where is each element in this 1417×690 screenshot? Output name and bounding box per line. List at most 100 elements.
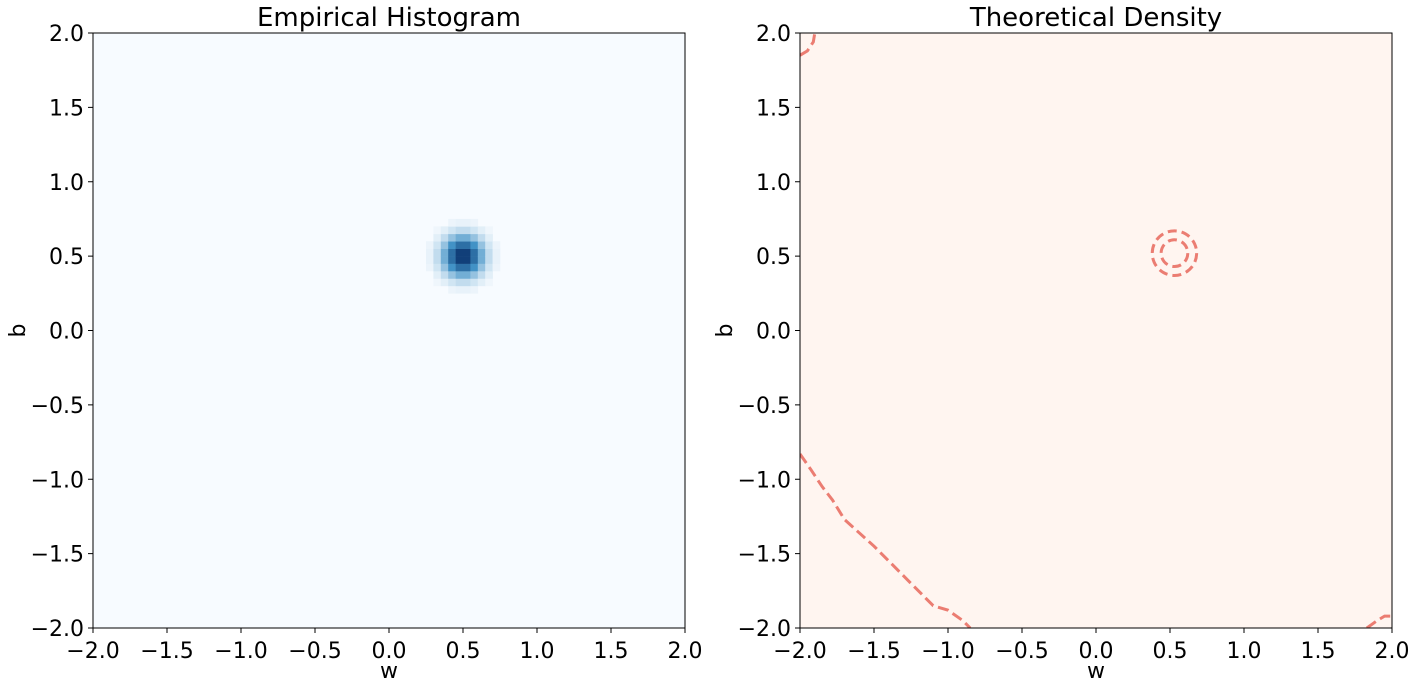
heatmap-cell xyxy=(433,271,442,279)
heatmap-cell xyxy=(477,263,486,272)
heatmap-cell xyxy=(470,278,479,287)
heatmap-cell xyxy=(440,241,449,249)
heatmap-cell xyxy=(470,263,479,272)
heatmap-cell xyxy=(448,241,456,249)
heatmap-cell xyxy=(448,248,456,257)
x-axis-label: w xyxy=(380,659,398,684)
heatmap-cell xyxy=(492,241,501,249)
chart-title: Theoretical Density xyxy=(969,3,1222,33)
y-tick-label: −1.5 xyxy=(738,543,791,568)
heatmap-cell xyxy=(426,241,434,249)
x-tick-label: −0.5 xyxy=(288,639,341,664)
x-tick-label: −1.5 xyxy=(140,639,193,664)
heatmap-cell xyxy=(448,256,456,264)
heatmap-cell xyxy=(485,241,493,249)
heatmap-cell xyxy=(433,248,442,257)
chart-panel-2: −2.0 −1.5 −1.0 −0.5 0.0 0.5 1.0 1.5 2.0−2.0−1.5−… xyxy=(713,3,1410,684)
heatmap-cell xyxy=(440,271,449,279)
y-axis-label: b xyxy=(713,324,738,338)
heatmap-cell xyxy=(485,278,493,287)
x-tick-label: 2.0 xyxy=(668,639,703,664)
heatmap-cell xyxy=(440,233,449,242)
heatmap-cell xyxy=(455,271,464,279)
y-tick-label: −2.0 xyxy=(31,617,84,642)
x-tick-label: 1.0 xyxy=(520,639,555,664)
heatmap-cell xyxy=(433,278,442,287)
x-tick-label: −2.0 xyxy=(66,639,119,664)
y-tick-label: −1.0 xyxy=(31,468,84,493)
heatmap-cell xyxy=(455,218,464,227)
heatmap-cell xyxy=(448,278,456,287)
heatmap-cell xyxy=(455,248,464,257)
heatmap-cell xyxy=(426,263,434,272)
heatmap-cell xyxy=(448,233,456,242)
heatmap-cell xyxy=(448,271,456,279)
heatmap-cell xyxy=(485,271,493,279)
heatmap-cell xyxy=(477,278,486,287)
heatmap-cell xyxy=(433,226,442,235)
heatmap-cell xyxy=(492,248,501,257)
heatmap-cell xyxy=(455,226,464,235)
heatmap-cell xyxy=(492,256,501,264)
heatmap-cell xyxy=(426,256,434,264)
y-tick-label: 1.0 xyxy=(49,171,84,196)
y-tick-label: 0.0 xyxy=(756,320,791,345)
heatmap-cell xyxy=(463,248,471,257)
heatmap-cell xyxy=(448,285,456,294)
y-tick-label: 0.5 xyxy=(756,245,791,270)
plot-background xyxy=(800,33,1392,628)
heatmap-cell xyxy=(463,256,471,264)
y-tick-label: 0.5 xyxy=(49,245,84,270)
heatmap-cell xyxy=(477,271,486,279)
heatmap-cell xyxy=(440,226,449,235)
heatmap-cell xyxy=(448,263,456,272)
y-tick-label: 1.5 xyxy=(756,96,791,121)
contour-line xyxy=(1365,614,1392,628)
heatmap-cell xyxy=(463,285,471,294)
heatmap-cell xyxy=(440,256,449,264)
x-tick-label: −1.0 xyxy=(921,639,974,664)
heatmap-cell xyxy=(463,226,471,235)
heatmap-cell xyxy=(440,263,449,272)
heatmap-cell xyxy=(470,285,479,294)
heatmap-cell xyxy=(440,278,449,287)
x-tick-label: 1.0 xyxy=(1227,639,1262,664)
contour-ring xyxy=(1159,238,1190,269)
y-tick-label: −0.5 xyxy=(738,394,791,419)
heatmap-cell xyxy=(433,263,442,272)
y-axis-label: b xyxy=(6,324,31,338)
y-tick-label: 1.5 xyxy=(49,96,84,121)
x-tick-label: 2.0 xyxy=(1375,639,1410,664)
heatmap-cell xyxy=(463,241,471,249)
heatmap-cell xyxy=(492,263,501,272)
x-tick-label: 1.5 xyxy=(594,639,629,664)
heatmap-cell xyxy=(485,263,493,272)
y-tick-label: −1.5 xyxy=(31,543,84,568)
heatmap-cell xyxy=(470,256,479,264)
heatmap-cell xyxy=(477,256,486,264)
heatmap-cell xyxy=(470,241,479,249)
heatmap-cell xyxy=(470,271,479,279)
heatmap-cell xyxy=(448,226,456,235)
x-axis-label: w xyxy=(1087,659,1105,684)
heatmap-cell xyxy=(433,241,442,249)
heatmap-cell xyxy=(477,226,486,235)
heatmap-cell xyxy=(463,278,471,287)
y-tick-label: 2.0 xyxy=(756,22,791,47)
heatmap-cell xyxy=(433,256,442,264)
x-tick-label: 1.5 xyxy=(1301,639,1336,664)
heatmap-cell xyxy=(455,263,464,272)
x-tick-label: −1.0 xyxy=(214,639,267,664)
heatmap-cell xyxy=(455,241,464,249)
heatmap-cell xyxy=(455,233,464,242)
heatmap-cell xyxy=(455,285,464,294)
heatmap-cell xyxy=(470,248,479,257)
heatmap-cell xyxy=(470,226,479,235)
y-tick-label: 1.0 xyxy=(756,171,791,196)
x-tick-label: 0.0 xyxy=(1079,639,1114,664)
contour-line xyxy=(800,453,972,628)
heatmap-cell xyxy=(470,218,479,227)
heatmap-cell xyxy=(463,271,471,279)
contour-ring xyxy=(1150,229,1199,277)
